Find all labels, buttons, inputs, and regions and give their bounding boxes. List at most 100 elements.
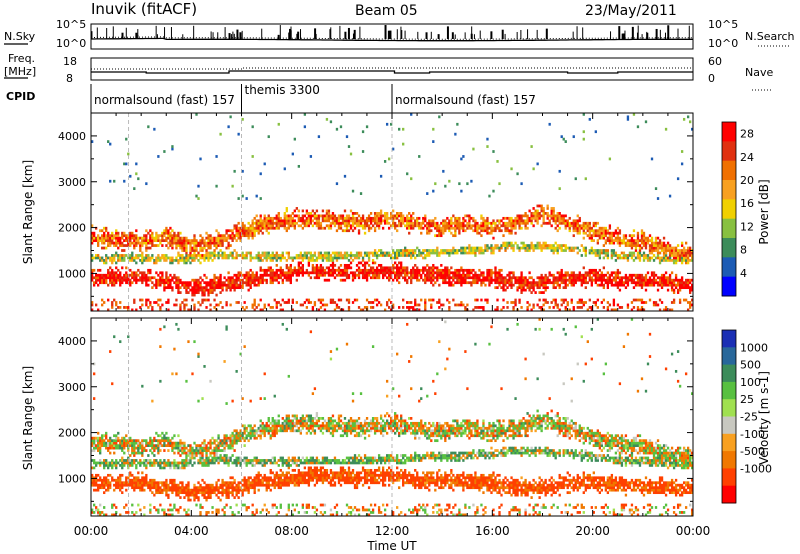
heatmap-cell — [113, 283, 116, 287]
heatmap-cell — [255, 283, 258, 287]
heatmap-cell — [664, 283, 668, 287]
heatmap-cell — [143, 256, 146, 260]
heatmap-cell — [596, 254, 599, 257]
heatmap-cell — [215, 254, 218, 257]
heatmap-cell — [173, 236, 176, 240]
heatmap-cell — [600, 273, 603, 277]
heatmap-cell — [135, 481, 138, 485]
heatmap-cell — [129, 478, 132, 482]
heatmap-cell — [454, 281, 457, 285]
heatmap-cell — [141, 488, 144, 492]
heatmap-cell — [456, 278, 459, 282]
heatmap-cell — [584, 254, 587, 257]
heatmap-cell — [448, 249, 451, 252]
heatmap-cell — [582, 221, 585, 225]
heatmap-cell — [512, 249, 515, 252]
heatmap-cell — [588, 117, 591, 121]
heatmap-cell — [690, 283, 694, 287]
heatmap-cell — [598, 283, 601, 287]
heatmap-cell — [484, 221, 487, 225]
heatmap-cell — [404, 219, 407, 223]
heatmap-cell — [402, 214, 405, 218]
heatmap-cell — [592, 234, 595, 238]
heatmap-cell — [225, 231, 228, 235]
heatmap-cell — [139, 464, 142, 467]
heatmap-cell — [536, 214, 539, 218]
heatmap-cell — [392, 303, 395, 307]
heatmap-cell — [161, 236, 164, 240]
heatmap-cell — [347, 301, 351, 304]
heatmap-cell — [504, 216, 507, 220]
heatmap-cell — [253, 221, 256, 225]
heatmap-cell — [229, 244, 232, 247]
heatmap-cell — [357, 251, 361, 255]
heatmap-cell — [349, 216, 353, 220]
heatmap-cell — [217, 234, 220, 238]
heatmap-cell — [538, 212, 541, 215]
heatmap-cell — [257, 226, 260, 230]
heatmap-cell — [454, 251, 457, 255]
heatmap-cell — [626, 281, 630, 285]
heatmap-cell — [383, 216, 387, 220]
heatmap-cell — [544, 241, 547, 245]
heatmap-cell — [137, 254, 140, 257]
heatmap-cell — [373, 261, 377, 265]
heatmap-cell — [115, 464, 118, 467]
heatmap-cell — [159, 241, 162, 245]
heatmap-cell — [540, 246, 543, 250]
heatmap-cell — [586, 308, 589, 312]
heatmap-cell — [185, 239, 188, 242]
heatmap-cell — [235, 273, 238, 277]
heatmap-cell — [249, 281, 252, 285]
heatmap-cell — [277, 221, 280, 225]
heatmap-cell — [129, 278, 132, 282]
heatmap-cell — [365, 298, 369, 302]
heatmap-cell — [227, 281, 230, 285]
heatmap-cell — [600, 249, 603, 252]
heatmap-cell — [594, 268, 597, 272]
heatmap-cell — [301, 209, 305, 213]
heatmap-cell — [103, 486, 106, 490]
colorbar-swatch — [722, 276, 736, 297]
heatmap-cell — [444, 184, 447, 188]
heatmap-cell — [343, 266, 347, 270]
heatmap-cell — [564, 286, 567, 290]
heatmap-cell — [578, 306, 581, 309]
heatmap-cell — [173, 281, 176, 285]
heatmap-cell — [353, 254, 357, 257]
heatmap-cell — [123, 451, 126, 455]
heatmap-cell — [636, 125, 640, 129]
heatmap-cell — [149, 229, 152, 233]
heatmap-cell — [343, 219, 347, 223]
heatmap-cell — [464, 308, 467, 312]
heatmap-cell — [293, 221, 296, 225]
heatmap-cell — [650, 251, 654, 255]
heatmap-cell — [143, 506, 146, 509]
heatmap-cell — [446, 251, 449, 255]
heatmap-cell — [95, 281, 98, 285]
heatmap-cell — [221, 306, 224, 309]
heatmap-cell — [680, 283, 684, 287]
heatmap-cell — [343, 273, 347, 277]
heatmap-cell — [199, 303, 202, 307]
heatmap-cell — [273, 221, 276, 225]
heatmap-cell — [566, 301, 569, 304]
heatmap-cell — [450, 219, 453, 223]
heatmap-cell — [514, 226, 517, 230]
heatmap-cell — [291, 216, 294, 220]
heatmap-cell — [392, 306, 395, 309]
heatmap-cell — [660, 246, 664, 250]
heatmap-cell — [580, 298, 583, 302]
heatmap-cell — [442, 229, 445, 233]
heatmap-cell — [416, 278, 419, 282]
heatmap-cell — [213, 298, 216, 302]
heatmap-cell — [207, 283, 210, 287]
heatmap-cell — [301, 221, 305, 225]
heatmap-cell — [428, 266, 431, 270]
heatmap-cell — [313, 303, 317, 307]
heatmap-cell — [145, 459, 148, 462]
heatmap-cell — [105, 459, 108, 462]
heatmap-cell — [534, 219, 537, 223]
heatmap-cell — [99, 511, 102, 514]
heatmap-cell — [127, 335, 130, 339]
